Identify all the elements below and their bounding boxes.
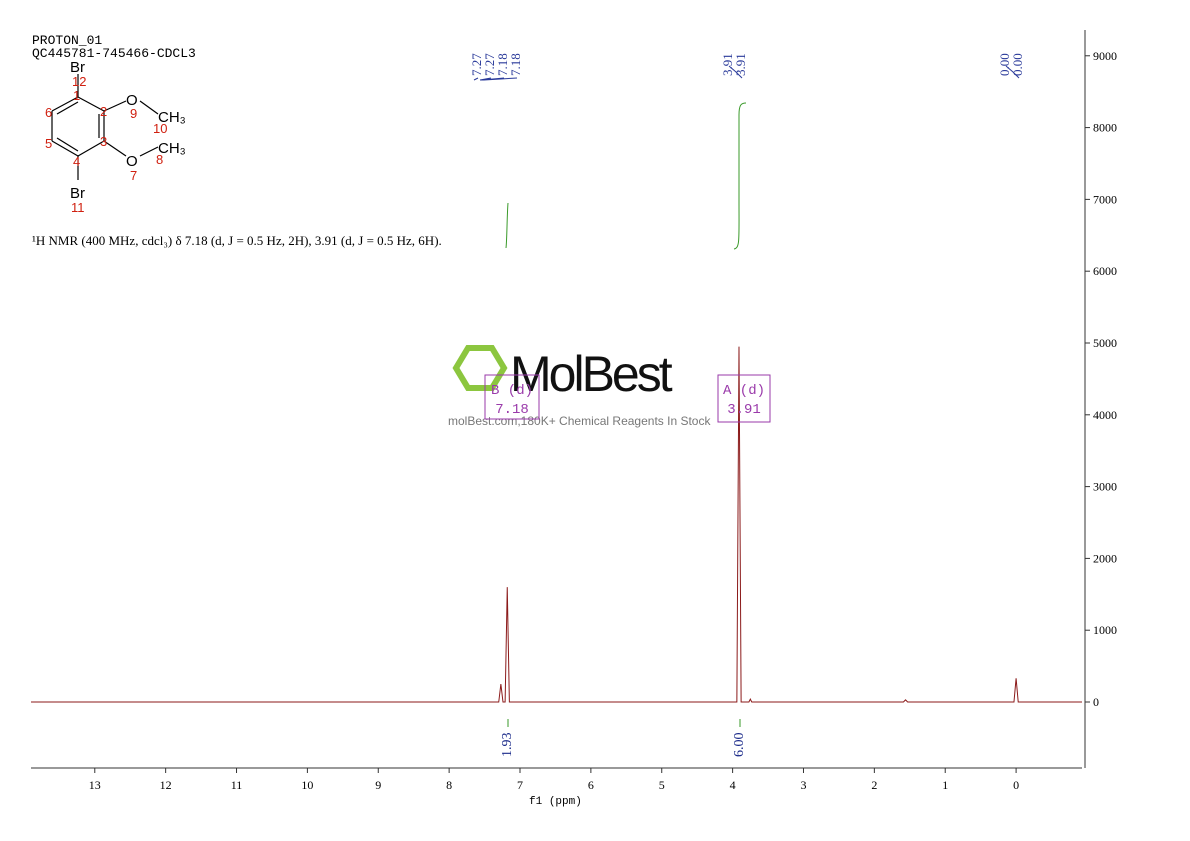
atom-label: CH₃ <box>158 109 186 126</box>
atom-number: 5 <box>45 136 52 151</box>
atom-number: 12 <box>72 74 86 89</box>
multiplet-label: B (d) <box>491 383 533 399</box>
multiplet-label: 3.91 <box>727 402 761 418</box>
y-tick-label: 0 <box>1093 695 1099 709</box>
x-tick-label: 6 <box>588 778 594 792</box>
peak-label: 3.91 <box>733 53 748 76</box>
integral-label: 6.00 <box>732 733 747 758</box>
atom-number: 7 <box>130 168 137 183</box>
peak-label: 7.18 <box>508 53 523 76</box>
x-tick-label: 13 <box>89 778 101 792</box>
x-tick-label: 4 <box>730 778 736 792</box>
y-tick-label: 5000 <box>1093 336 1117 350</box>
y-tick-label: 7000 <box>1093 192 1117 206</box>
y-tick-label: 1000 <box>1093 623 1117 637</box>
peak-label: 7.18 <box>495 53 510 76</box>
atom-number: 3 <box>100 134 107 149</box>
peak-connector <box>728 65 743 79</box>
y-tick-label: 8000 <box>1093 121 1117 135</box>
x-tick-label: 5 <box>659 778 665 792</box>
peak-label: 3.91 <box>720 53 735 76</box>
x-tick-label: 2 <box>871 778 877 792</box>
multiplet-box <box>717 374 771 423</box>
header-line: PROTON_01 <box>32 33 102 48</box>
atom-number: 2 <box>100 104 107 119</box>
x-tick-label: 1 <box>942 778 948 792</box>
y-tick-label: 6000 <box>1093 264 1117 278</box>
atom-number: 4 <box>73 154 80 169</box>
x-tick-label: 11 <box>231 778 243 792</box>
y-tick-label: 3000 <box>1093 480 1117 494</box>
atom-number: 6 <box>45 105 52 120</box>
peak-label: 0.00 <box>997 53 1012 76</box>
integral-curve <box>505 202 509 249</box>
x-tick-label: 3 <box>800 778 806 792</box>
multiplet-box <box>484 374 540 420</box>
x-tick-label: 9 <box>375 778 381 792</box>
header-line: QC445781-745466-CDCL3 <box>32 46 196 61</box>
integral-curve <box>733 102 747 250</box>
molecule-bonds <box>51 74 159 180</box>
atom-label: Br <box>70 59 85 76</box>
watermark-title: MolBest <box>510 346 673 402</box>
peak-label: 0.00 <box>1010 53 1025 76</box>
atom-label: CH₃ <box>158 140 186 157</box>
integral-label: 1.93 <box>500 733 515 758</box>
atom-number: 1 <box>73 88 80 103</box>
watermark-subtitle: molBest.com,180K+ Chemical Reagents In S… <box>448 414 711 428</box>
atom-label: Br <box>70 185 85 202</box>
y-tick-label: 2000 <box>1093 551 1117 565</box>
nmr-description: ¹H NMR (400 MHz, cdcl₃) δ 7.18 (d, J = 0… <box>32 233 442 248</box>
atom-number: 9 <box>130 106 137 121</box>
atom-label: O <box>126 153 138 170</box>
x-tick-label: 8 <box>446 778 452 792</box>
peak-label: 7.27 <box>482 53 497 76</box>
spectrum-line <box>31 346 1082 703</box>
x-tick-label: 12 <box>160 778 172 792</box>
y-tick-label: 9000 <box>1093 49 1117 63</box>
atom-number: 8 <box>156 152 163 167</box>
multiplet-label: A (d) <box>723 383 765 399</box>
atom-number: 11 <box>71 200 85 215</box>
x-tick-label: 0 <box>1013 778 1019 792</box>
peak-connector <box>473 77 518 81</box>
atom-label: O <box>126 92 138 109</box>
x-tick-label: 10 <box>301 778 313 792</box>
peak-connector <box>1005 65 1020 79</box>
multiplet-label: 7.18 <box>495 402 529 418</box>
atom-number: 10 <box>153 121 167 136</box>
peak-label: 7.27 <box>469 53 484 76</box>
x-axis-label: f1 (ppm) <box>529 796 582 808</box>
y-tick-label: 4000 <box>1093 408 1117 422</box>
x-tick-label: 7 <box>517 778 523 792</box>
watermark-logo <box>452 345 508 391</box>
